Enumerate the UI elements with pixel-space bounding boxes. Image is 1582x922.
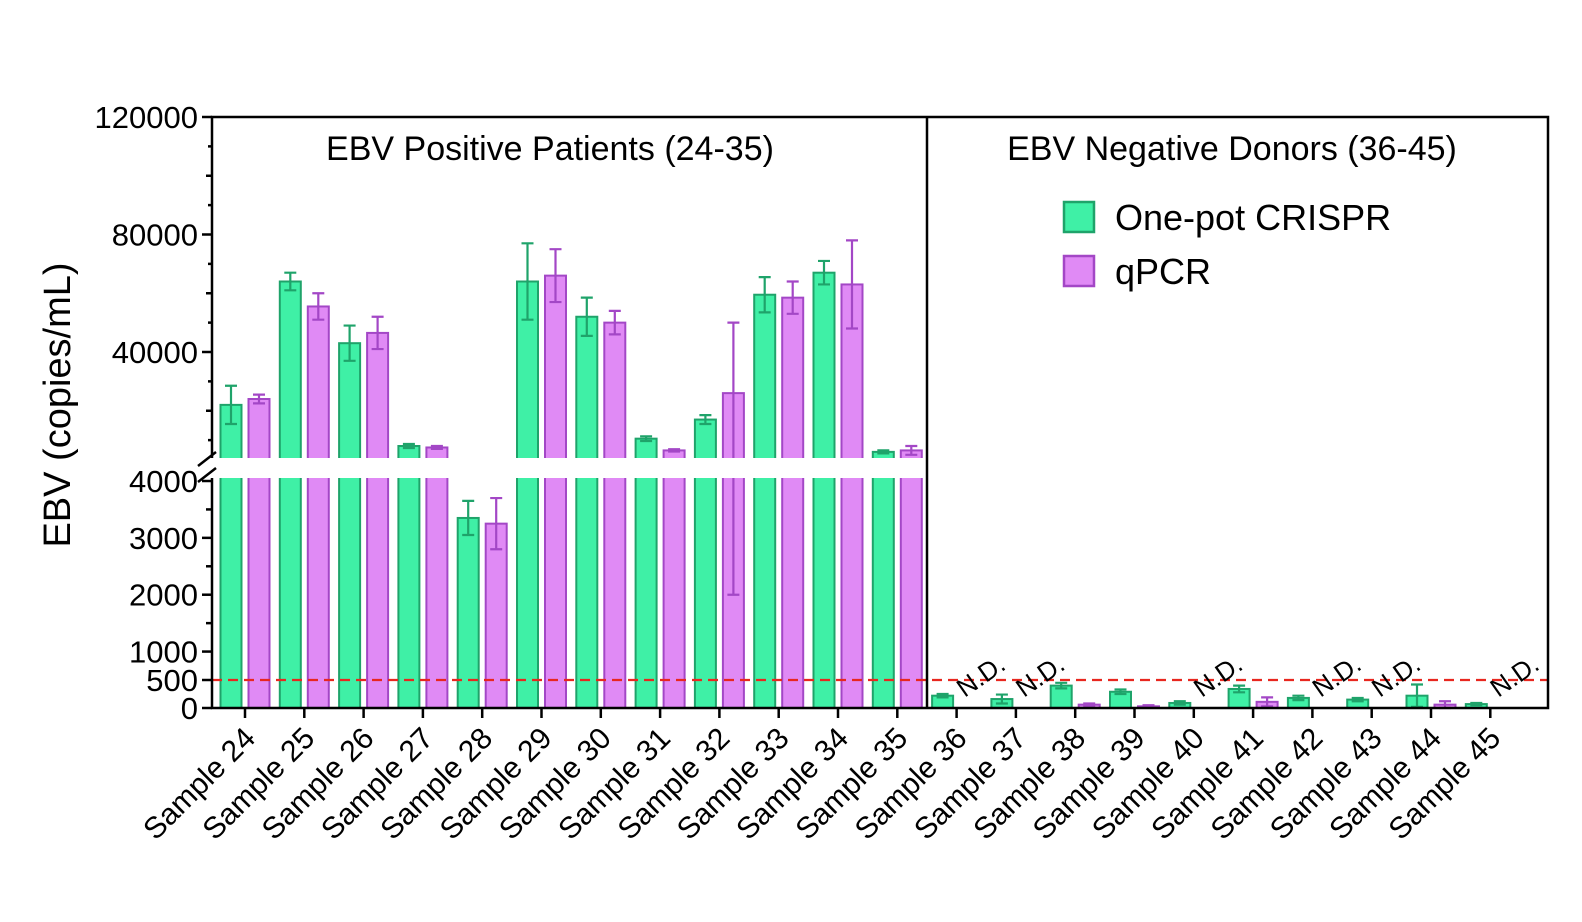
axis-break xyxy=(197,451,923,483)
error-bar xyxy=(521,242,534,321)
error-bar xyxy=(343,324,356,362)
crispr-bar xyxy=(753,293,777,709)
error-bar xyxy=(1470,701,1483,707)
error-bar xyxy=(608,309,621,336)
plot-frame xyxy=(210,115,1550,710)
error-bar xyxy=(1292,694,1305,702)
error-bar xyxy=(758,275,771,314)
qpcr-bar xyxy=(425,446,449,709)
error-bar xyxy=(905,444,918,456)
y-axis-label: EBV (copies/mL) xyxy=(37,262,79,547)
crispr-bar xyxy=(219,403,243,709)
break-gap xyxy=(198,458,923,478)
negative-group-title: EBV Negative Donors (36-45) xyxy=(1007,130,1457,168)
crispr-bar xyxy=(812,271,836,709)
error-bar xyxy=(430,444,443,451)
qpcr-bar xyxy=(603,321,627,709)
error-bar-group xyxy=(225,239,1483,710)
crispr-bar xyxy=(397,445,421,709)
qpcr-bar xyxy=(247,398,271,709)
y-tick-label: 0 xyxy=(181,691,198,726)
error-bar xyxy=(371,315,384,351)
crispr-bar xyxy=(516,280,539,709)
qpcr-bar xyxy=(544,274,567,709)
crispr-bar xyxy=(575,315,599,709)
qpcr-bar xyxy=(899,449,923,709)
error-bar xyxy=(462,499,475,537)
error-bar xyxy=(253,393,265,405)
legend: One-pot CRISPR qPCR xyxy=(1062,197,1391,292)
y-tick-label: 4000 xyxy=(129,464,198,499)
y-tick-label: 1000 xyxy=(129,635,198,670)
error-bar xyxy=(1083,702,1096,707)
legend-label-crispr: One-pot CRISPR xyxy=(1115,197,1391,238)
error-bar xyxy=(818,259,830,286)
y-tick-label: 120000 xyxy=(95,100,198,135)
legend-swatch-crispr xyxy=(1062,200,1096,234)
error-bar xyxy=(1261,696,1274,708)
nd-label: N.D. xyxy=(1307,649,1367,703)
error-bar xyxy=(549,248,562,304)
y-tick-label: 2000 xyxy=(129,578,198,613)
error-bar xyxy=(580,296,593,337)
error-bar xyxy=(1351,696,1364,703)
error-bar xyxy=(936,692,949,699)
legend-swatch-qpcr xyxy=(1062,254,1096,288)
qpcr-bar xyxy=(366,331,390,709)
error-bar xyxy=(995,693,1008,705)
legend-label-qpcr: qPCR xyxy=(1115,251,1211,292)
qpcr-bar xyxy=(840,283,864,709)
crispr-bar xyxy=(338,342,362,709)
y-tick-label: 500 xyxy=(146,663,198,698)
error-bar xyxy=(1173,700,1186,706)
qpcr-bar xyxy=(781,296,805,709)
crispr-bar xyxy=(278,280,302,709)
positive-group-title: EBV Positive Patients (24-35) xyxy=(326,130,774,168)
error-bar xyxy=(786,280,799,315)
break-mark xyxy=(197,451,217,483)
error-bar xyxy=(312,292,325,321)
error-bar xyxy=(225,384,237,426)
qpcr-bar xyxy=(662,449,686,709)
error-bar xyxy=(877,449,890,455)
error-bar xyxy=(1233,684,1246,694)
error-bar xyxy=(1114,688,1127,696)
y-tick-label: 80000 xyxy=(112,218,198,253)
error-bar xyxy=(846,239,858,330)
error-bar xyxy=(490,496,503,551)
error-bar xyxy=(699,414,712,426)
error-bar xyxy=(284,271,297,292)
error-bar xyxy=(1055,681,1068,690)
y-tick-label: 3000 xyxy=(129,521,198,556)
error-bar xyxy=(402,442,415,450)
qpcr-bar xyxy=(306,305,330,709)
error-bar xyxy=(668,448,681,453)
error-bar xyxy=(640,435,653,443)
y-tick-label: 40000 xyxy=(112,335,198,370)
crispr-bar xyxy=(871,450,895,709)
nd-label: N.D. xyxy=(1485,649,1545,703)
bar-series-group xyxy=(219,271,1488,710)
crispr-bar xyxy=(634,437,658,709)
